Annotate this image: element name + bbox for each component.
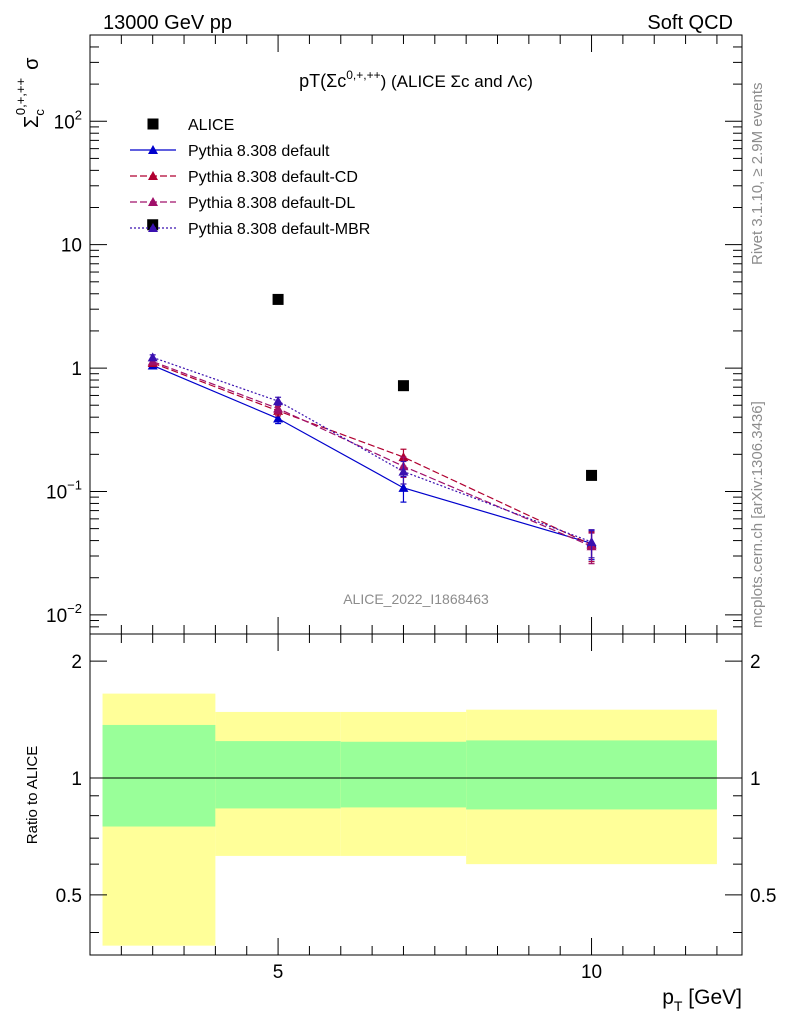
- y-tick-label: 102: [54, 107, 82, 133]
- legend-entry: Pythia 8.308 default: [130, 143, 330, 160]
- legend-label: Pythia 8.308 default-CD: [188, 169, 358, 186]
- chart-title-main: pT(Σc: [299, 71, 346, 91]
- xlabel-tail: [GeV]: [682, 986, 742, 1009]
- y-tick-label-base: 1: [71, 359, 82, 380]
- legend-marker: [148, 171, 158, 180]
- analysis-watermark: ALICE_2022_I1868463: [343, 591, 489, 607]
- uncertainty-band-inner: [466, 740, 717, 810]
- xlabel-sub: T: [674, 998, 683, 1014]
- legend-marker: [148, 145, 158, 154]
- ratio-axis-ticks: [90, 634, 742, 955]
- ratio-bands: [102, 693, 717, 946]
- legend-label: ALICE: [188, 117, 234, 134]
- legend-entry: Pythia 8.308 default-DL: [130, 195, 355, 212]
- series-line: [152, 356, 592, 543]
- main-y-axis-label: Σc 0,+,++ σ: [13, 57, 47, 128]
- series-pythia-8-308-default-mbr: [147, 352, 597, 559]
- y-tick-label-exp: 2: [75, 107, 82, 122]
- ratio-y-tick-label: 0.5: [56, 886, 82, 907]
- series-pythia-8-308-default-dl: [147, 356, 597, 565]
- series-alice: [147, 219, 598, 481]
- xlabel-main: p: [662, 986, 674, 1009]
- y-tick-label-base: 10: [46, 482, 67, 503]
- y-tick-label: 1: [71, 359, 82, 380]
- ratio-y-axis-label: Ratio to ALICE: [24, 746, 41, 844]
- legend-label: Pythia 8.308 default: [188, 143, 330, 160]
- data-point: [273, 396, 284, 406]
- legend-marker: [148, 223, 158, 232]
- ratio-y-tick-label-right: 2: [750, 652, 761, 673]
- header-right-label: Soft QCD: [647, 12, 733, 34]
- data-point: [273, 413, 284, 423]
- chart-title-tail: ) (ALICE Σc and Λc): [381, 72, 533, 91]
- data-point: [586, 469, 598, 481]
- legend-marker: [147, 118, 159, 130]
- y-tick-label-base: 10: [46, 606, 67, 627]
- ratio-y-tick-label-right: 0.5: [750, 886, 776, 907]
- rivet-version-label: Rivet 3.1.10, ≥ 2.9M events: [749, 83, 766, 266]
- uncertainty-band-inner: [340, 741, 467, 808]
- ratio-y-tick-labels: 0.5 0.5 1 1 2 2: [56, 652, 777, 907]
- y-tick-label-base: 10: [61, 236, 82, 257]
- legend-marker: [148, 197, 158, 206]
- series-pythia-8-308-default: [147, 360, 597, 561]
- ylabel-sup: 0,+,++: [13, 78, 28, 115]
- data-point: [398, 466, 409, 476]
- series-pythia-8-308-default-cd: [147, 357, 597, 563]
- legend: ALICE Pythia 8.308 default Pythia 8.308 de…: [130, 117, 370, 238]
- legend-entry: ALICE: [147, 117, 234, 134]
- series-line: [152, 364, 592, 544]
- ylabel-base: Σ: [21, 116, 43, 128]
- uncertainty-band-inner: [102, 724, 216, 827]
- ylabel-sub: c: [32, 109, 47, 116]
- y-tick-label-exp: −1: [67, 477, 82, 492]
- ratio-y-tick-label-right: 1: [750, 769, 761, 790]
- ratio-y-tick-label: 2: [71, 652, 82, 673]
- header-left-label: 13000 GeV pp: [103, 12, 232, 34]
- ylabel-tail: σ: [21, 57, 43, 70]
- legend-label: Pythia 8.308 default-DL: [188, 195, 355, 212]
- series-layer: [147, 219, 598, 565]
- ratio-frame: [89, 633, 743, 956]
- data-point: [273, 403, 284, 413]
- main-axis-ticks: [90, 34, 742, 635]
- y-tick-label: 10: [61, 236, 82, 257]
- mcplots-label: mcplots.cern.ch [arXiv:1306.3436]: [749, 401, 766, 628]
- y-tick-label: 10−1: [46, 477, 82, 503]
- chart-title-sup: 0,+,++: [346, 68, 380, 82]
- ratio-y-tick-label: 1: [71, 769, 82, 790]
- chart-title: pT(Σc0,+,++) (ALICE Σc and Λc): [299, 68, 533, 91]
- series-line: [152, 362, 592, 546]
- ratio-panel: 0.5 0.5 1 1 2 2 5 10 Ratio to ALICE pT [GeV]: [24, 633, 777, 1014]
- legend-entry: Pythia 8.308 default-CD: [130, 169, 358, 186]
- x-tick-label: 10: [581, 962, 602, 983]
- data-point: [397, 380, 409, 392]
- x-tick-label: 5: [273, 962, 284, 983]
- y-tick-label-exp: −2: [67, 601, 82, 616]
- legend-entry: Pythia 8.308 default-MBR: [130, 221, 370, 238]
- data-point: [272, 293, 284, 305]
- data-point: [147, 352, 158, 362]
- x-axis-label: pT [GeV]: [662, 986, 742, 1014]
- data-point: [586, 536, 597, 546]
- y-tick-label: 10−2: [46, 601, 82, 627]
- data-point: [398, 482, 409, 492]
- ratio-x-tick-labels: 5 10: [273, 962, 602, 983]
- uncertainty-band-inner: [215, 741, 341, 809]
- y-tick-label-base: 10: [54, 112, 75, 133]
- legend-label: Pythia 8.308 default-MBR: [188, 221, 370, 238]
